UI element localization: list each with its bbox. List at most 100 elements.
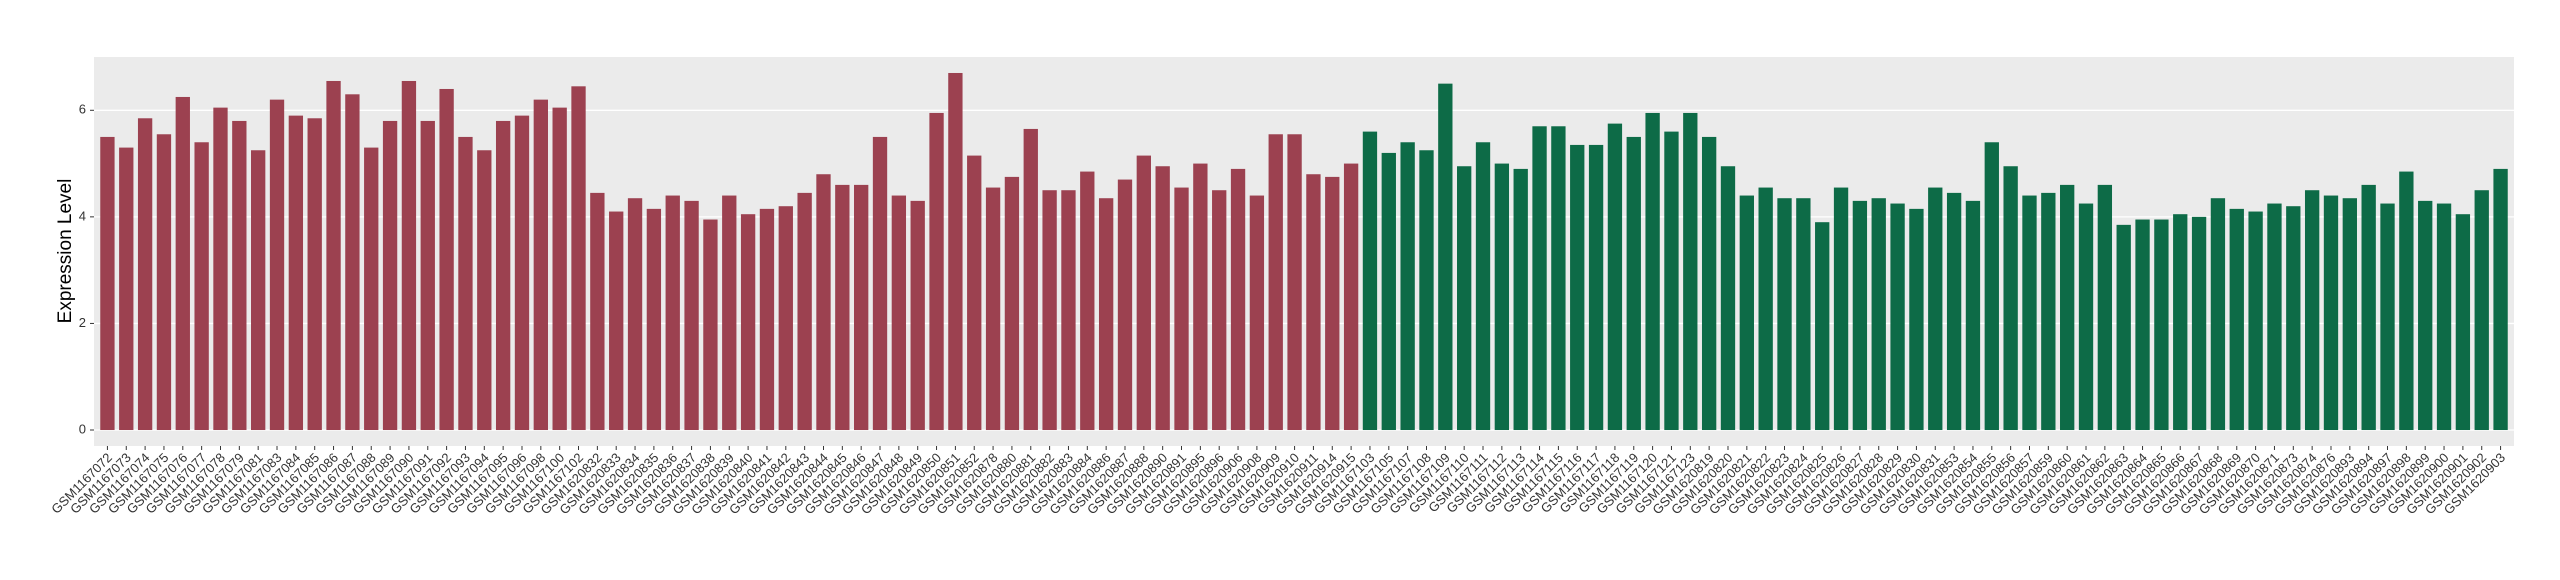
bar bbox=[1645, 112, 1660, 431]
bar bbox=[364, 147, 379, 431]
bar bbox=[1758, 187, 1773, 431]
bar bbox=[1588, 144, 1604, 431]
bar bbox=[2267, 203, 2282, 431]
bar bbox=[835, 184, 850, 431]
bar bbox=[1909, 208, 1924, 431]
bar bbox=[2135, 219, 2150, 431]
bar bbox=[665, 195, 680, 431]
bar bbox=[2493, 168, 2508, 431]
bar bbox=[910, 200, 925, 431]
y-tick-label: 6 bbox=[79, 102, 86, 117]
bar bbox=[477, 150, 492, 431]
bar bbox=[2304, 190, 2320, 431]
bar bbox=[1720, 166, 1736, 431]
bar bbox=[1475, 142, 1491, 431]
bar bbox=[609, 211, 624, 431]
bar bbox=[1664, 131, 1679, 431]
y-axis-title: Expression Level bbox=[55, 179, 76, 324]
bar bbox=[1004, 176, 1020, 431]
bar bbox=[1325, 176, 1340, 431]
bar bbox=[2097, 184, 2113, 431]
bar bbox=[722, 195, 737, 431]
bar bbox=[1532, 126, 1547, 431]
bar bbox=[891, 195, 907, 431]
bar bbox=[2399, 171, 2414, 431]
bar bbox=[797, 192, 812, 431]
bar bbox=[137, 118, 153, 431]
bar bbox=[2003, 166, 2018, 431]
bar bbox=[1946, 192, 1962, 431]
bar bbox=[1570, 144, 1585, 431]
bar bbox=[2116, 224, 2131, 431]
bar bbox=[382, 120, 398, 431]
bar bbox=[2060, 184, 2075, 431]
bar bbox=[1513, 168, 1528, 431]
bar bbox=[571, 86, 586, 431]
bar bbox=[1551, 126, 1566, 431]
bar bbox=[2173, 214, 2188, 431]
bar bbox=[213, 107, 228, 431]
bar bbox=[854, 184, 869, 431]
bar bbox=[1023, 128, 1038, 431]
bar bbox=[1683, 112, 1698, 431]
bar bbox=[1871, 198, 1886, 431]
bar bbox=[2286, 206, 2301, 431]
bar bbox=[1061, 190, 1076, 431]
bar bbox=[1381, 152, 1396, 431]
bar bbox=[269, 99, 285, 431]
bar bbox=[1117, 179, 1133, 431]
bar bbox=[1833, 187, 1849, 431]
bar bbox=[948, 72, 963, 431]
bar bbox=[1626, 136, 1641, 431]
bar bbox=[590, 192, 605, 431]
bar bbox=[1268, 134, 1283, 431]
bar bbox=[2229, 208, 2244, 431]
bar bbox=[646, 208, 662, 431]
bar bbox=[439, 88, 454, 431]
bar bbox=[1098, 198, 1114, 431]
y-tick-label: 4 bbox=[79, 208, 86, 223]
bar bbox=[2361, 184, 2376, 431]
bar bbox=[552, 107, 567, 431]
y-tick-label: 2 bbox=[79, 315, 86, 330]
bar bbox=[627, 198, 643, 431]
bar bbox=[816, 174, 831, 431]
bar bbox=[1701, 136, 1717, 431]
bar bbox=[307, 118, 322, 431]
bar bbox=[345, 94, 360, 431]
bar bbox=[1438, 83, 1453, 431]
bar bbox=[533, 99, 548, 431]
bar bbox=[1343, 163, 1359, 431]
bar bbox=[1306, 174, 1321, 431]
plot-panel bbox=[94, 57, 2514, 446]
bar bbox=[985, 187, 1001, 431]
bar bbox=[967, 155, 982, 431]
bar bbox=[2022, 195, 2037, 431]
bar bbox=[1852, 200, 1868, 431]
bar bbox=[156, 134, 172, 431]
bar bbox=[1777, 198, 1792, 431]
bar bbox=[1212, 190, 1227, 431]
bar bbox=[759, 208, 775, 431]
bar bbox=[1193, 163, 1208, 431]
bar bbox=[1174, 187, 1189, 431]
bar bbox=[232, 120, 247, 431]
bar bbox=[1136, 155, 1151, 431]
bar bbox=[2154, 219, 2169, 431]
bar bbox=[175, 96, 190, 431]
y-tick-label: 0 bbox=[79, 421, 86, 436]
bar bbox=[2436, 203, 2452, 431]
bar bbox=[2041, 192, 2056, 431]
bar bbox=[2323, 195, 2339, 431]
bar bbox=[420, 120, 435, 431]
bar bbox=[194, 142, 209, 431]
bar bbox=[1042, 190, 1057, 431]
bar bbox=[1607, 123, 1623, 431]
bar bbox=[2474, 190, 2489, 431]
bar bbox=[2248, 211, 2263, 431]
bar bbox=[1249, 195, 1265, 431]
bar bbox=[1494, 163, 1510, 431]
bar bbox=[2455, 214, 2471, 431]
bar bbox=[1815, 222, 1830, 431]
